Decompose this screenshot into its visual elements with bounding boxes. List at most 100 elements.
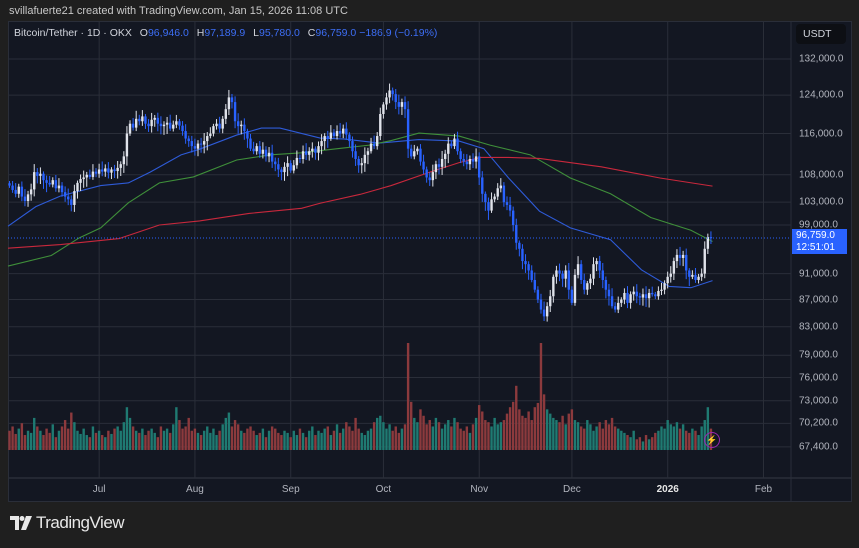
volume-bar [394,426,397,450]
candle [274,161,277,165]
candle [623,292,626,300]
volume-bar [323,428,326,450]
volume-bar [240,430,243,450]
volume-bar [691,428,694,450]
chart-credit: svillafuerte21 created with TradingView.… [9,5,348,17]
volume-bar [462,430,465,450]
candle [168,122,172,129]
volume-bar [218,430,221,450]
candle [669,273,672,277]
volume-bar [638,437,642,450]
low-label: L [253,27,259,39]
volume-bar [490,426,493,450]
volume-bar [524,417,527,450]
candle [678,254,682,258]
volume-bar [230,426,234,450]
candle [471,158,475,162]
candle [104,168,107,172]
volume-bar [33,417,36,450]
volume-bar [175,407,178,450]
candle [632,291,635,295]
candle [311,148,314,152]
candle [394,94,397,103]
candle [36,172,39,176]
volume-bar [403,424,407,450]
time-tick: Nov [470,484,489,495]
volume-bar [181,428,184,450]
volume-bar [675,422,679,450]
candle [131,123,135,128]
volume-bar [134,430,138,450]
volume-bar [348,426,351,450]
candle [626,292,629,303]
volume-bar [258,432,261,450]
volume-bar [502,420,506,450]
candle [283,166,286,173]
volume-bar [493,417,496,450]
candle [397,102,401,107]
candle [499,185,503,189]
candle [329,132,333,139]
volume-bars [8,343,713,450]
candle [561,273,564,279]
volume-bar [314,435,317,450]
volume-bar [669,424,672,450]
candle [573,274,577,303]
volume-bar [610,417,614,450]
volume-bar [119,430,122,450]
volume-bar [320,432,323,450]
volume-bar [536,402,540,450]
volume-bar [70,412,73,450]
candle [360,163,363,166]
volume-bar [326,426,329,450]
volume-bar [654,432,657,450]
candle [505,202,509,205]
candle [246,131,249,139]
currency-unit-button[interactable]: USDT [796,24,846,44]
volume-bar [264,437,268,450]
last-price: 96,759.0 [796,230,835,241]
candle [431,172,435,181]
volume-bar [440,428,444,450]
volume-bar [215,435,218,450]
volume-bar [97,430,101,450]
candle [552,276,555,297]
volume-bar [456,422,459,450]
candle [555,270,558,277]
volume-bar [635,439,638,450]
volume-bar [663,428,666,450]
candle [172,124,175,129]
candle [549,296,552,307]
volume-bar [617,428,620,450]
candle [477,156,481,178]
candle [354,151,357,159]
volume-bar [586,420,589,450]
volume-bar [345,422,348,450]
volume-bar [437,422,441,450]
candle [308,151,311,155]
volume-bar [484,420,487,450]
candle [141,116,144,122]
candle [107,168,110,173]
volume-bar [85,435,88,450]
volume-bar [338,432,342,450]
volume-bar [592,430,595,450]
volume-bar [700,426,703,450]
candle [376,136,379,147]
candle [48,182,51,185]
volume-bar [193,428,197,450]
candle [456,138,459,152]
volume-bar [545,409,549,450]
candle [651,292,654,295]
volume-bar [286,432,289,450]
candle [617,302,620,310]
volume-bar [36,426,39,450]
candle [76,182,79,192]
lightning-bolt-icon[interactable]: ⚡ [704,432,720,448]
volume-bar [17,428,20,450]
candle [286,163,289,167]
price-tick: 132,000.0 [799,53,844,65]
candle [8,183,11,186]
candle [508,204,512,211]
